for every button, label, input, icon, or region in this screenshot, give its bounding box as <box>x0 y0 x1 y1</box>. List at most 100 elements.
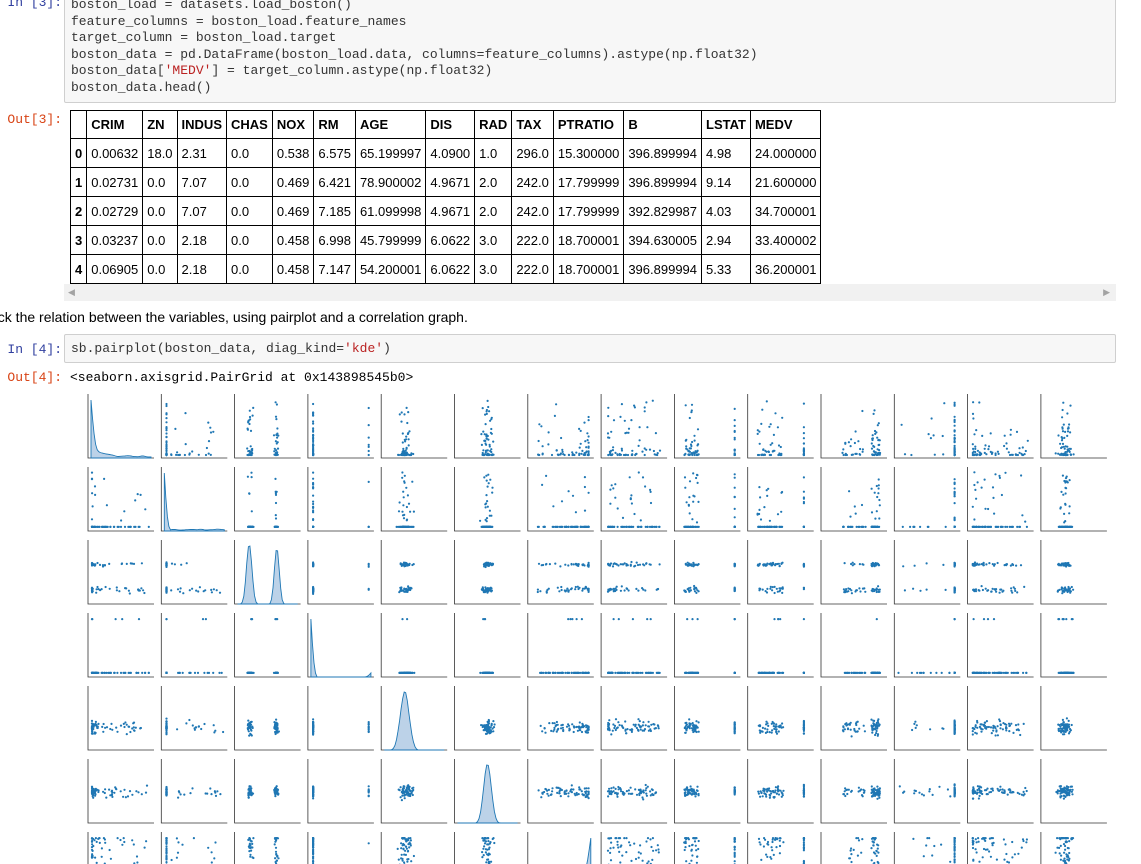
scatter-point <box>129 671 132 674</box>
scatter-point <box>490 448 493 451</box>
scatter-point <box>1021 446 1024 449</box>
scatter-point <box>1062 423 1065 426</box>
scatter-point <box>987 448 990 451</box>
scatter-point <box>850 589 853 592</box>
table-row: 1 0.02731 0.0 7.07 0.0 0.469 6.421 78.900002 4.9… <box>69 167 822 197</box>
scatter-point <box>1058 564 1061 567</box>
scatter-point <box>1009 564 1013 567</box>
scatter-point <box>413 671 416 674</box>
scatter-point <box>250 453 253 456</box>
scatter-point <box>205 446 208 450</box>
pairplot-subplot <box>87 759 154 824</box>
scatter-point <box>90 471 94 474</box>
scatter-point <box>1068 449 1071 453</box>
pairplot-subplot <box>160 759 228 824</box>
pairplot-subplot <box>600 394 668 459</box>
scatter-point <box>953 429 956 432</box>
scatter-point <box>733 507 736 510</box>
scatter-point <box>620 724 624 727</box>
table-cell: 0.538 <box>271 138 315 168</box>
scatter-point <box>767 450 770 453</box>
scatter-point <box>683 476 687 479</box>
scroll-left-icon[interactable]: ◀ <box>68 287 75 297</box>
table-cell: 6.421 <box>313 167 356 197</box>
scatter-point <box>768 425 771 428</box>
scatter-point <box>556 671 559 674</box>
scatter-point <box>624 720 627 723</box>
table-cell: 242.0 <box>511 167 554 197</box>
scatter-point <box>123 671 126 674</box>
scatter-point <box>117 525 120 528</box>
scatter-point <box>402 496 405 499</box>
scatter-point <box>170 562 174 565</box>
scatter-point <box>248 422 251 426</box>
scatter-point <box>1058 588 1061 591</box>
pairplot-subplot <box>674 613 741 678</box>
scroll-right-icon[interactable]: ▶ <box>1103 287 1110 297</box>
scatter-point <box>877 492 880 495</box>
scatter-point <box>851 525 854 528</box>
scatter-point <box>623 671 627 674</box>
scatter-point <box>246 475 249 478</box>
scatter-point <box>547 671 550 674</box>
scatter-point <box>492 440 495 443</box>
scatter-point <box>802 732 806 735</box>
scatter-point <box>986 618 990 621</box>
scatter-point <box>274 440 277 443</box>
scatter-point <box>768 731 771 734</box>
scatter-point <box>645 448 648 451</box>
scatter-point <box>581 449 584 452</box>
scatter-point <box>191 587 194 590</box>
scatter-point <box>953 721 956 725</box>
scatter-point <box>910 671 914 674</box>
scatter-point <box>620 449 624 452</box>
scatter-point <box>367 424 370 427</box>
scatter-point <box>565 725 569 728</box>
scatter-point <box>486 399 489 402</box>
scatter-point <box>773 727 776 730</box>
scatter-point <box>802 402 806 405</box>
scatter-point <box>1005 729 1008 732</box>
horizontal-scrollbar[interactable]: ◀ ▶ <box>64 284 1116 301</box>
scatter-point <box>625 431 628 434</box>
scatter-point <box>139 726 142 730</box>
scatter-point <box>632 723 635 726</box>
scatter-point <box>615 563 619 566</box>
code-cell-4[interactable]: sb.pairplot(boston_data, diag_kind='kde'… <box>64 334 1116 363</box>
scatter-point <box>178 453 181 456</box>
scatter-point <box>170 589 173 592</box>
scatter-point <box>981 588 985 592</box>
scatter-point <box>214 794 218 797</box>
scatter-point <box>733 476 736 479</box>
scatter-point <box>980 585 983 588</box>
pairplot-subplot <box>674 540 741 605</box>
code-cell-3[interactable]: boston_load = datasets.load_boston() feat… <box>64 0 1116 103</box>
scatter-point <box>553 726 556 729</box>
scatter-point <box>610 484 613 487</box>
scatter-point <box>695 563 698 566</box>
scatter-point <box>582 726 585 729</box>
scatter-point <box>953 436 956 439</box>
scatter-point <box>761 671 764 674</box>
scatter-point <box>765 564 768 567</box>
table-cell: 2.18 <box>176 254 228 284</box>
scatter-point <box>185 562 188 565</box>
scatter-point <box>312 450 315 454</box>
scatter-point <box>175 453 178 456</box>
scatter-point <box>849 445 852 448</box>
scatter-point <box>775 723 778 726</box>
scatter-point <box>249 732 252 735</box>
scatter-point <box>843 671 846 674</box>
scatter-point <box>802 562 806 565</box>
scatter-point <box>756 432 759 435</box>
scatter-point <box>1002 671 1006 674</box>
scatter-point <box>975 525 979 528</box>
scatter-point <box>1060 723 1063 727</box>
scatter-point <box>1016 525 1019 528</box>
scatter-point <box>641 587 644 590</box>
scatter-point <box>90 478 94 481</box>
scatter-point <box>486 525 489 528</box>
scatter-point <box>1003 444 1006 448</box>
scatter-point <box>926 525 929 528</box>
scatter-point <box>554 562 557 565</box>
